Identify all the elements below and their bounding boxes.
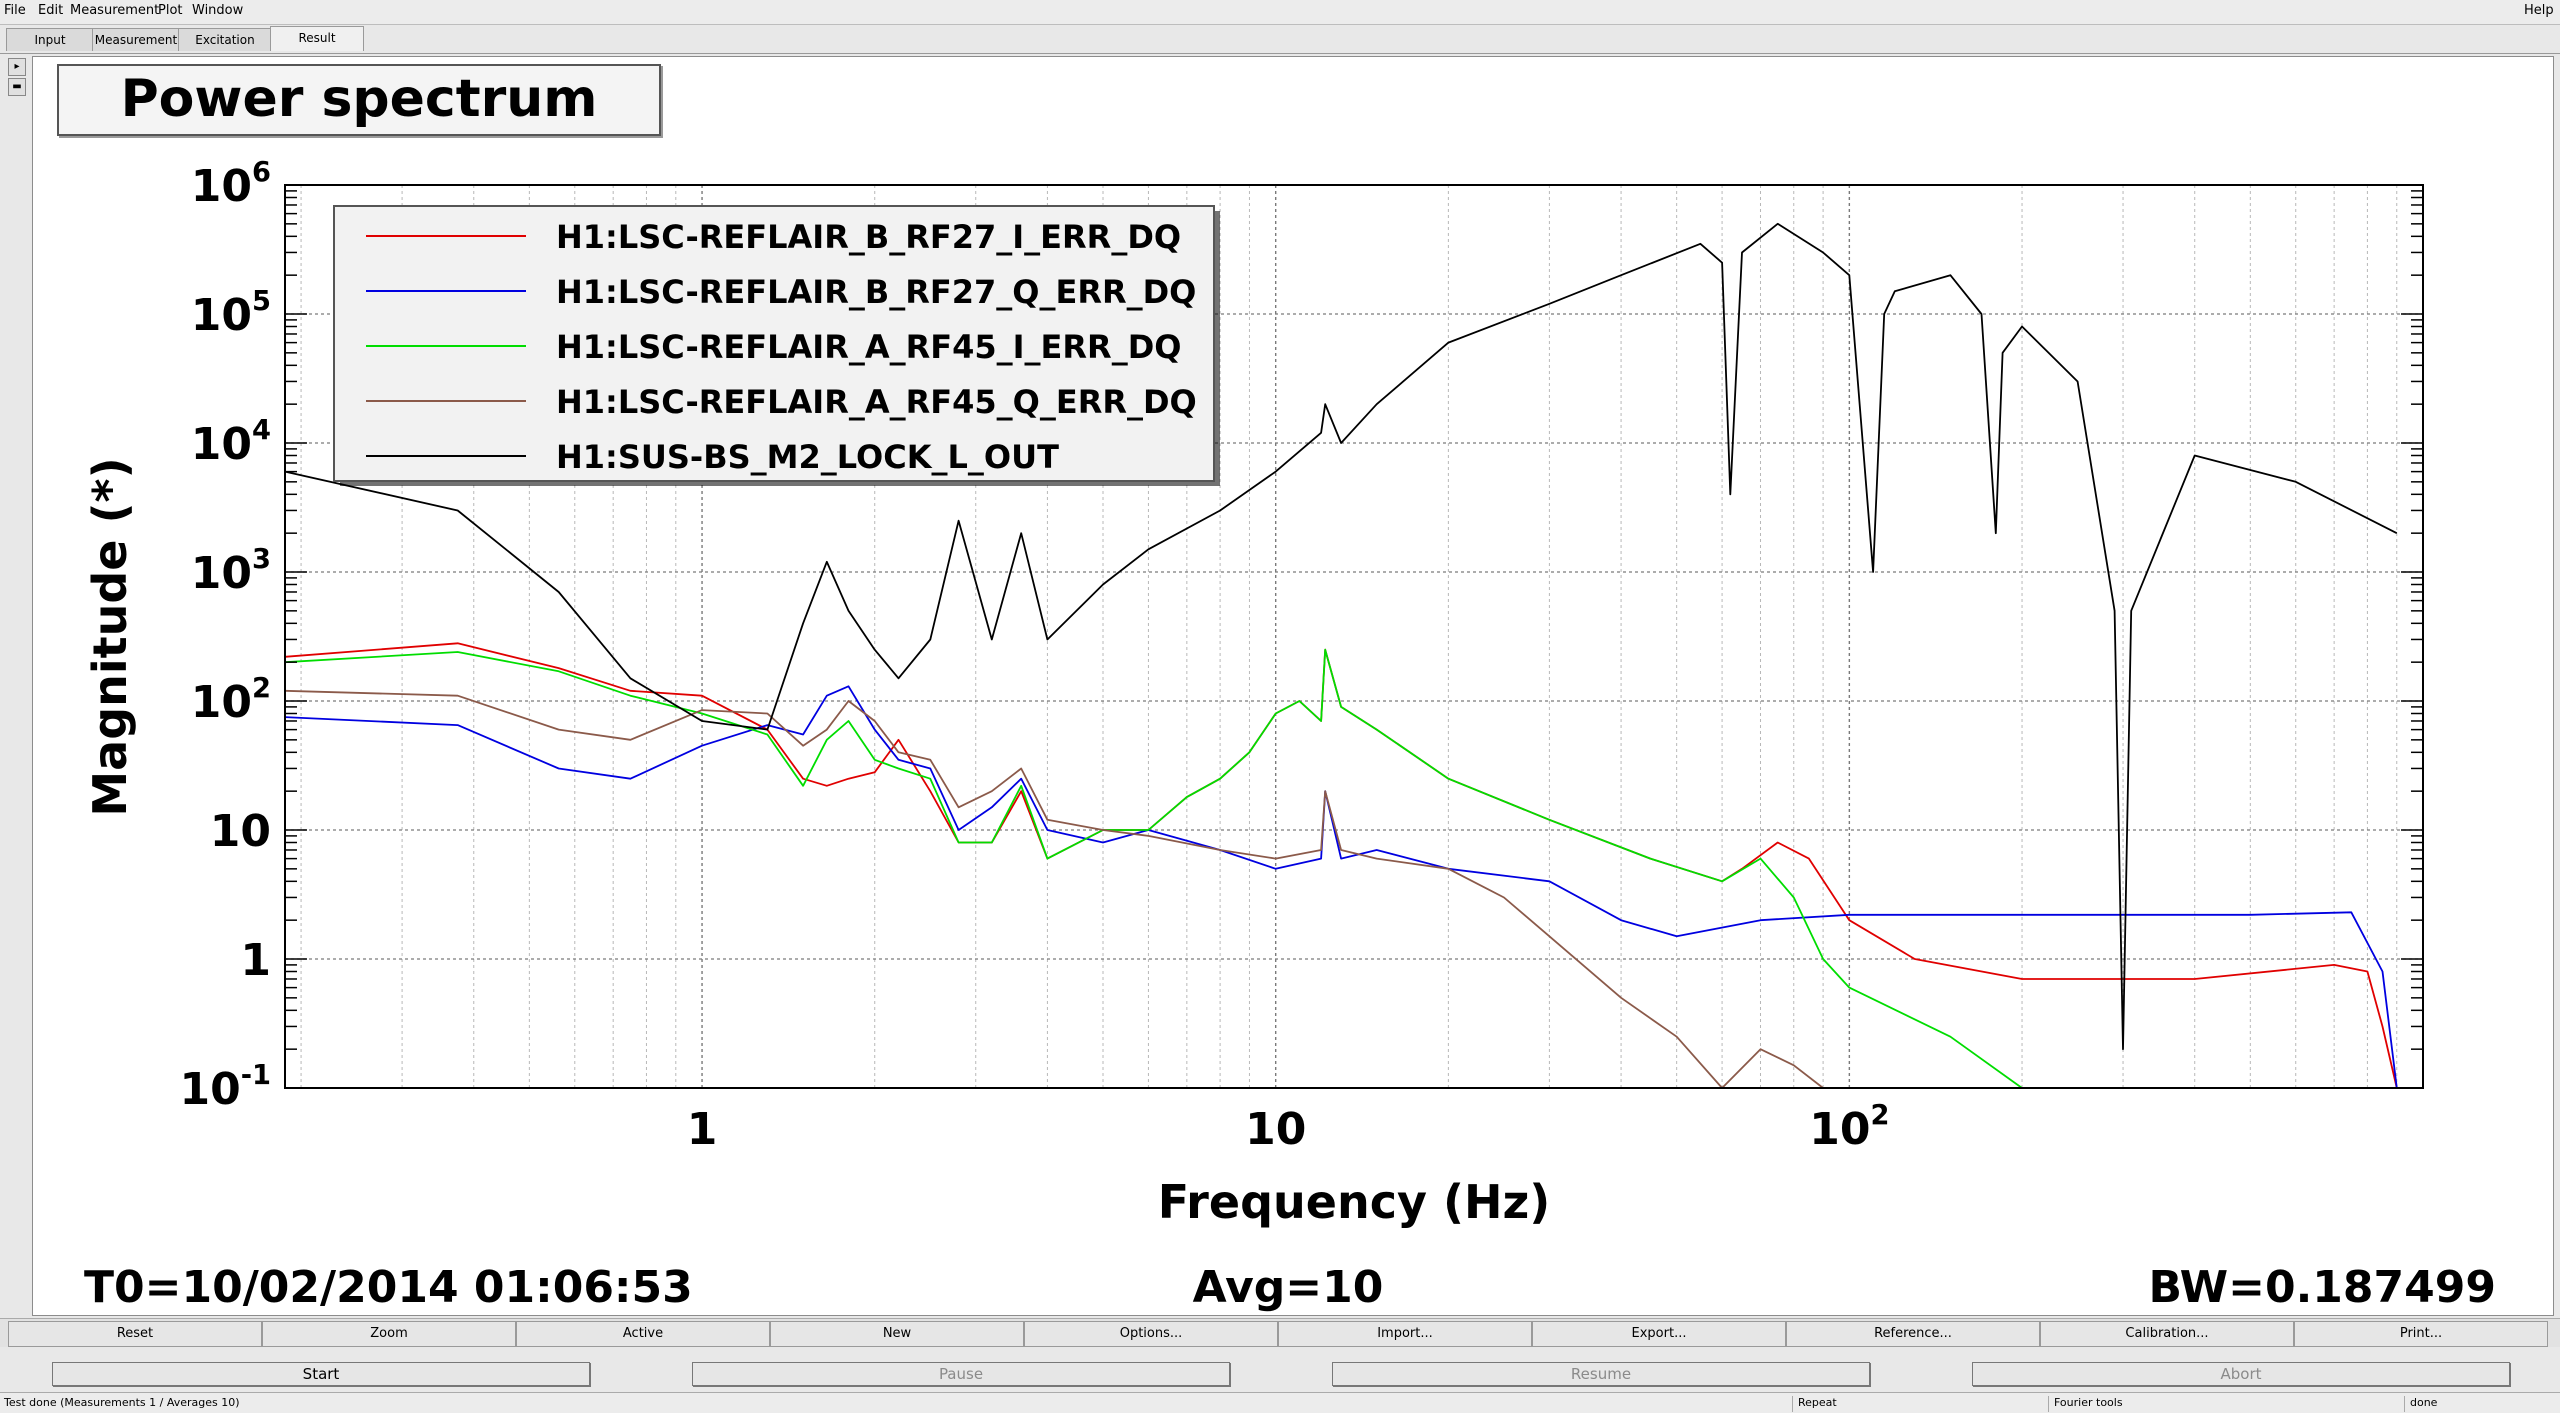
legend-label: H1:LSC-REFLAIR_A_RF45_Q_ERR_DQ [556,383,1197,421]
series-line-3 [284,648,2023,1089]
menu-help[interactable]: Help [2524,3,2554,18]
legend-label: H1:LSC-REFLAIR_A_RF45_I_ERR_DQ [556,328,1181,366]
import-button[interactable]: Import... [1278,1321,1532,1347]
print-button[interactable]: Print... [2294,1321,2548,1347]
active-button[interactable]: Active [516,1321,770,1347]
series-layer [284,222,2398,1089]
plot-frame [284,184,2424,1089]
status-state: done [2404,1396,2437,1412]
plot-toolbar: Reset Zoom Active New Options... Import.… [0,1318,2560,1347]
options-button[interactable]: Options... [1024,1321,1278,1347]
tick-label: 1 [240,935,271,986]
status-bar: Test done (Measurements 1 / Averages 10)… [0,1392,2560,1413]
series-line-5 [284,222,2398,1051]
calibration-button[interactable]: Calibration... [2040,1321,2294,1347]
legend: H1:LSC-REFLAIR_B_RF27_I_ERR_DQ H1:LSC-REF… [333,205,1220,486]
status-message: Test done (Measurements 1 / Averages 10) [4,1396,240,1409]
menu-bar: File Edit Measurement Plot Window Help [0,0,2560,25]
tick-label: 104 [191,415,271,470]
menu-file[interactable]: File [4,3,26,18]
x-axis-label: Frequency (Hz) [1158,1175,1551,1229]
t0-readout: T0=10/02/2014 01:06:53 [84,1262,693,1313]
series-line-2 [284,685,2398,1089]
legend-label: H1:LSC-REFLAIR_B_RF27_I_ERR_DQ [556,218,1181,256]
avg-readout: Avg=10 [1193,1262,1384,1313]
tick-label: 103 [191,544,271,599]
series-line-1 [284,642,2398,1089]
tab-result[interactable]: Result [270,26,364,51]
tick-label: 1 [687,1104,718,1155]
plot-title: Power spectrum [57,64,661,136]
reset-button[interactable]: Reset [8,1321,262,1347]
action-bar: Start Pause Resume Abort [0,1350,2560,1390]
export-button[interactable]: Export... [1532,1321,1786,1347]
series-line-4 [284,689,1824,1089]
tick-label: 102 [191,673,271,728]
collapse-icon[interactable]: ▬ [8,78,26,96]
tab-measurement[interactable]: Measurement [92,28,180,51]
tick-label: 106 [191,157,271,212]
tab-input[interactable]: Input [6,28,94,51]
resume-button[interactable]: Resume [1332,1362,1870,1386]
tab-bar: Input Measurement Excitation Result [0,25,2560,54]
tick-label: 10 [210,806,271,857]
legend-label: H1:LSC-REFLAIR_B_RF27_Q_ERR_DQ [556,273,1196,311]
tab-excitation[interactable]: Excitation [178,28,272,51]
start-button[interactable]: Start [52,1362,590,1386]
menu-edit[interactable]: Edit [38,3,64,18]
status-tools: Fourier tools [2048,1396,2123,1412]
bw-readout: BW=0.187499 [2148,1262,2496,1313]
menu-window[interactable]: Window [192,3,244,18]
legend-label: H1:SUS-BS_M2_LOCK_L_OUT [556,438,1059,476]
expand-arrow-icon[interactable]: ▸ [8,58,26,76]
pause-button[interactable]: Pause [692,1362,1230,1386]
tick-label: 10 [1245,1104,1306,1155]
zoom-button[interactable]: Zoom [262,1321,516,1347]
new-button[interactable]: New [770,1321,1024,1347]
tick-label: 105 [191,286,271,341]
reference-button[interactable]: Reference... [1786,1321,2040,1347]
status-repeat: Repeat [1792,1396,1837,1412]
tick-label: 10-1 [179,1060,271,1115]
tick-label: 102 [1809,1100,1889,1155]
abort-button[interactable]: Abort [1972,1362,2510,1386]
y-axis-label: Magnitude (*) [83,457,137,816]
menu-measurement[interactable]: Measurement [70,3,160,18]
menu-plot[interactable]: Plot [158,3,183,18]
